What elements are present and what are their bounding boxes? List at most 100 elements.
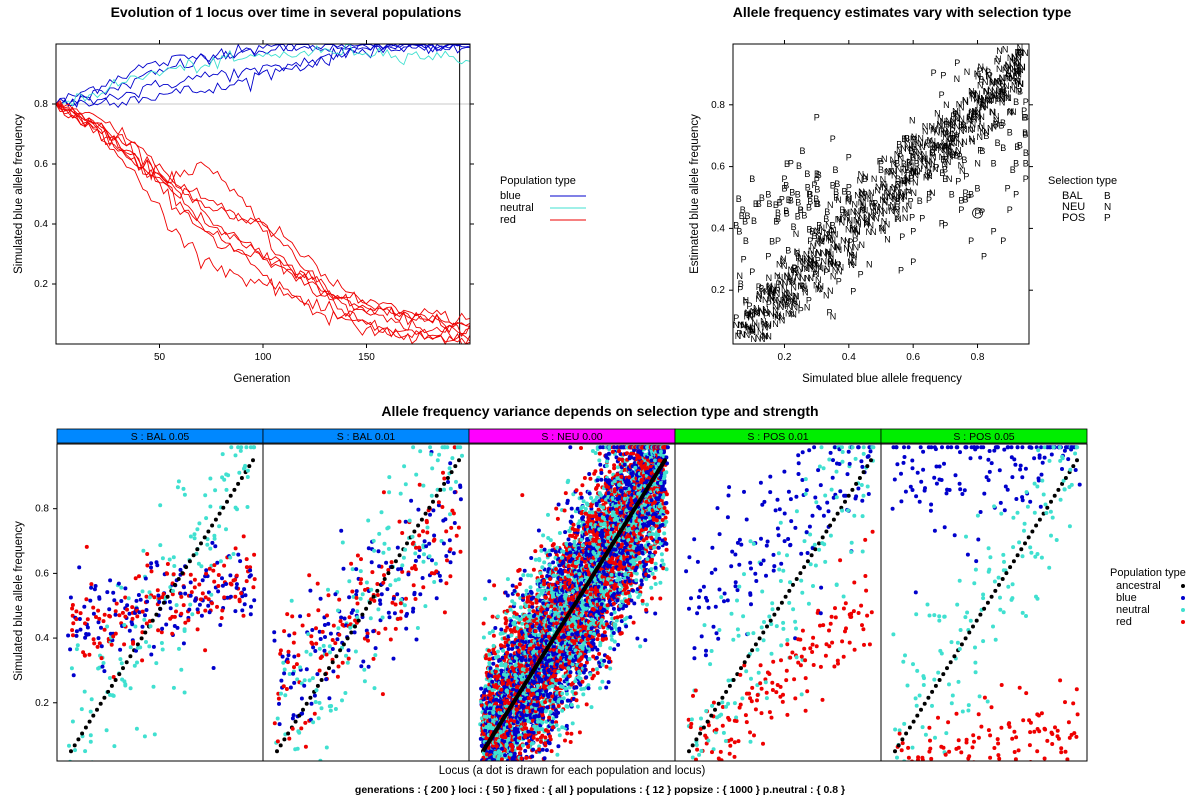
N-point: N [943,100,950,110]
N-point: N [862,172,869,182]
N-point: N [953,133,960,143]
blue-dot [378,598,382,603]
neutral-dot [319,706,324,711]
N-point: N [813,269,820,279]
N-point: N [778,279,785,289]
N-point: N [858,240,865,250]
P-point: P [968,236,974,246]
blue-dot [228,573,233,578]
red-dot [252,577,257,582]
N-point: N [888,167,895,177]
neutral-dot [372,686,377,691]
x-tick-label: 150 [358,352,375,363]
estimate-plot-xlabel: Simulated blue allele frequency [802,373,962,385]
N-point: N [977,81,984,91]
blue-dot [428,512,432,517]
neutral-dot [282,667,287,672]
blue-dot [451,551,456,556]
N-point: N [1015,53,1022,63]
N-point: N [938,126,945,136]
neutral-dot [295,766,299,770]
blue-dot [167,599,172,604]
neutral-dot [326,587,330,592]
N-point: N [808,246,815,256]
P-point: P [1006,71,1012,81]
blue-dot [505,731,510,736]
blue-dot [313,649,318,653]
neutral-dot [423,604,428,609]
blue-dot [138,597,143,602]
neutral-dot [79,707,84,712]
N-point: N [880,223,887,233]
neutral-dot [111,693,116,698]
red-dot [365,631,370,636]
variance-plot-xlabel: Locus (a dot is drawn for each populatio… [439,765,706,777]
P-point: P [863,219,869,229]
N-point: N [982,77,989,87]
N-point: N [781,297,788,307]
N-point: N [818,234,825,244]
neutral-dot [288,766,292,770]
red-dot [330,638,335,642]
neutral-dot [393,578,398,583]
neutral-dot [107,676,112,680]
P-point: P [939,218,945,228]
neutral-dot [128,645,133,650]
B-point: B [806,202,812,212]
N-point: N [803,256,810,266]
B-point: B [827,256,833,266]
P-point: P [963,172,969,182]
neutral-dot [208,476,213,481]
red-dot [207,566,212,571]
N-point: N [855,220,862,230]
red-dot [281,684,286,689]
N-point: N [979,100,986,110]
neutral-dot [171,685,176,690]
blue-dot [143,576,148,581]
red-dot [248,565,253,570]
P-point: P [958,205,964,215]
neutral-dot [428,445,433,450]
blue-dot [515,720,520,725]
N-point: N [761,320,768,330]
red-dot [152,595,157,600]
red-dot [171,572,176,577]
N-point: N [817,236,824,246]
N-point: N [996,46,1003,56]
P-point: P [925,138,931,148]
red-dot [303,720,308,725]
red-dot [399,609,404,614]
N-point: N [745,322,752,332]
red-dot [539,574,544,579]
red-dot [514,585,519,590]
N-point: N [851,225,858,235]
blue-dot [66,633,71,638]
B-point: B [801,211,807,221]
P-point: P [798,306,804,316]
neutral-dot [305,766,309,770]
P-point: P [775,279,781,289]
neutral-dot [283,693,288,698]
N-point: N [763,287,770,297]
red-dot [70,606,75,611]
B-point: B [902,176,908,186]
red-dot [503,621,508,626]
N-point: N [1015,66,1022,76]
N-point: N [1008,107,1015,117]
N-point: N [772,311,779,321]
red-dot [101,619,106,624]
N-point: N [984,96,991,106]
B-point: B [833,187,839,197]
ancestral-dot [434,493,439,498]
N-point: N [1007,53,1014,63]
B-point: B [1000,143,1006,153]
B-point: B [901,159,907,169]
neutral-dot [520,677,524,682]
red-dot [517,648,521,653]
neutral-dot [317,646,322,651]
N-point: N [862,206,869,216]
red-dot [371,656,376,661]
blue-dot [130,622,135,627]
neutral-dot [413,551,418,556]
N-point: N [893,204,900,214]
